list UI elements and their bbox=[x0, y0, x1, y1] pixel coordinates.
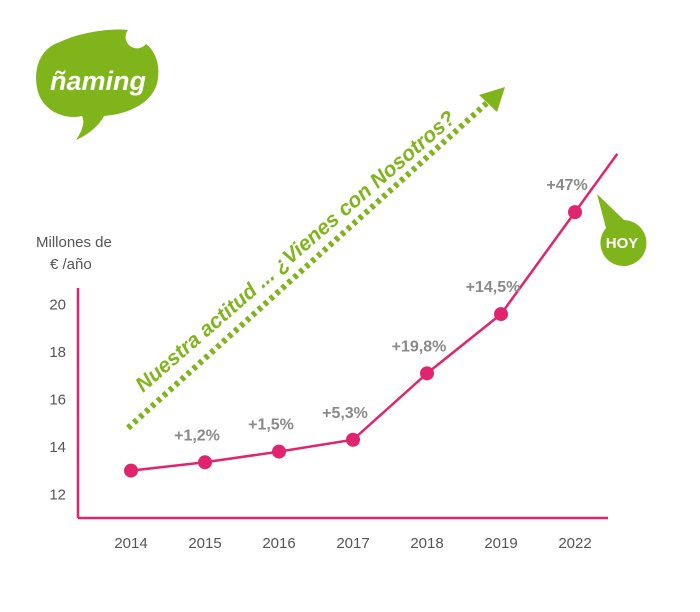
data-points bbox=[124, 205, 582, 478]
data-point bbox=[272, 444, 286, 459]
hoy-callout: HOY bbox=[597, 194, 647, 266]
x-tick-label: 2014 bbox=[114, 535, 147, 552]
x-tick-label: 2016 bbox=[262, 535, 295, 552]
data-point bbox=[420, 366, 434, 381]
x-tick-label: 2015 bbox=[188, 535, 221, 552]
trend-arrow-head bbox=[479, 87, 505, 112]
y-tick-label: 14 bbox=[49, 439, 66, 456]
bitten-speech-bubble-icon bbox=[36, 29, 159, 140]
data-label: +1,2% bbox=[174, 427, 220, 444]
series-trend-extension bbox=[573, 153, 619, 213]
data-labels: +1,2% +1,5% +5,3% +19,8% +14,5% +47% bbox=[174, 177, 588, 444]
y-tick-label: 16 bbox=[49, 391, 66, 408]
trend-arrow: Nuestra actitud ... ¿Vienes con Nosotros… bbox=[125, 87, 505, 431]
data-point bbox=[198, 455, 212, 470]
y-tick-label: 12 bbox=[49, 486, 66, 503]
speech-bubble-icon bbox=[597, 194, 647, 266]
data-point bbox=[346, 432, 360, 447]
data-point bbox=[124, 463, 138, 478]
logo-text: ñaming bbox=[50, 66, 147, 96]
y-tick-label: 20 bbox=[49, 297, 66, 314]
y-axis-title-line-1: Millones de bbox=[36, 234, 112, 251]
x-tick-label: 2022 bbox=[558, 535, 591, 552]
x-tick-label: 2019 bbox=[484, 535, 517, 552]
data-label: +5,3% bbox=[322, 405, 368, 422]
y-tick-label: 18 bbox=[49, 344, 66, 361]
x-tick-label: 2018 bbox=[410, 535, 443, 552]
data-point bbox=[568, 205, 582, 220]
data-label: +47% bbox=[546, 177, 587, 194]
y-tick-labels: 12 14 16 18 20 bbox=[49, 297, 66, 504]
x-tick-labels: 2014 2015 2016 2017 2018 2019 2022 bbox=[114, 535, 591, 552]
data-label: +1,5% bbox=[248, 417, 294, 434]
data-label: +19,8% bbox=[392, 338, 447, 355]
logo: ñaming bbox=[36, 29, 159, 140]
y-axis-title-line-2: € /año bbox=[50, 256, 92, 273]
x-tick-label: 2017 bbox=[336, 535, 369, 552]
hoy-label: HOY bbox=[606, 235, 639, 252]
trend-arrow-line bbox=[125, 99, 491, 431]
data-point bbox=[494, 307, 508, 322]
data-label: +14,5% bbox=[466, 279, 521, 296]
